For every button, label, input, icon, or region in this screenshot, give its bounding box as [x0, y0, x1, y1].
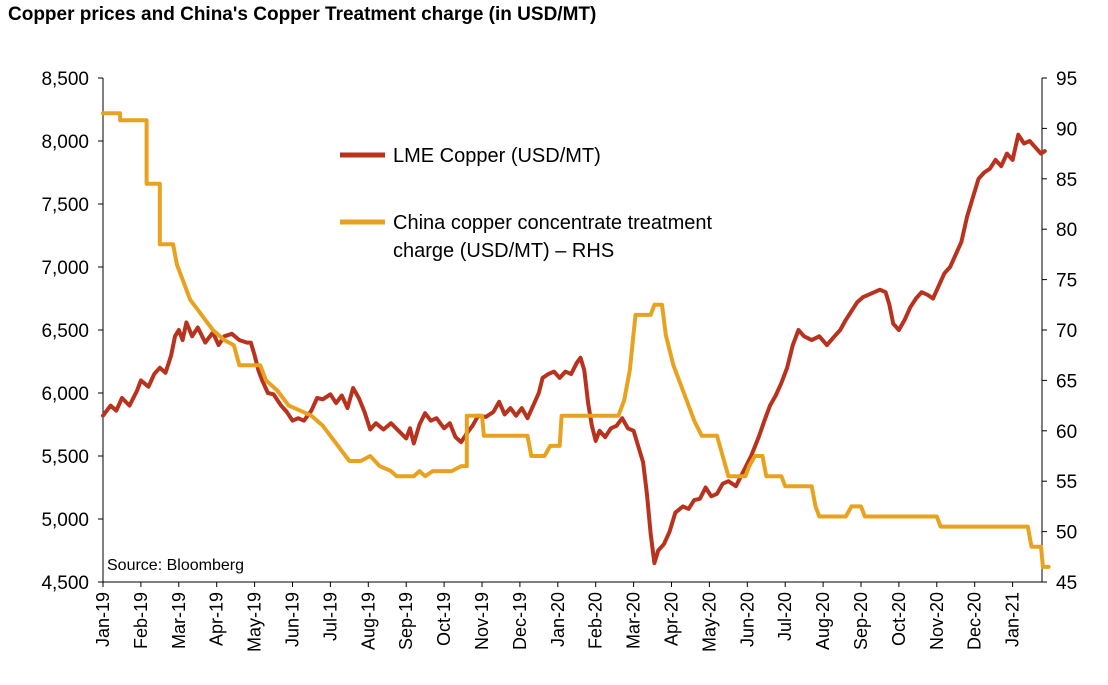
x-tick-label: Dec-20 [965, 592, 985, 650]
x-tick-label: Nov-19 [472, 592, 492, 650]
left-tick-label: 5,500 [41, 447, 89, 468]
x-tick-label: Apr-20 [662, 592, 682, 646]
x-tick-label: Dec-19 [510, 592, 530, 650]
x-tick-label: Sep-20 [851, 592, 871, 650]
legend-label-lme-copper: LME Copper (USD/MT) [393, 145, 601, 167]
right-tick-label: 95 [1056, 69, 1077, 90]
x-tick-label: Mar-20 [624, 592, 644, 649]
x-tick-label: Aug-19 [358, 592, 378, 650]
left-tick-label: 6,000 [41, 384, 89, 405]
x-tick-label: May-19 [245, 592, 265, 652]
legend: LME Copper (USD/MT) China copper concentr… [340, 145, 713, 262]
right-tick-label: 75 [1056, 271, 1077, 292]
legend-label-treatment-charge-line2: charge (USD/MT) – RHS [393, 240, 614, 262]
x-tick-label: Jun-20 [737, 592, 757, 647]
x-tick-label: Jul-20 [775, 592, 795, 641]
left-tick-label: 5,000 [41, 510, 89, 531]
right-tick-label: 65 [1056, 371, 1077, 392]
x-tick-label: Mar-19 [169, 592, 189, 649]
x-tick-label: Sep-19 [396, 592, 416, 650]
left-tick-label: 6,500 [41, 321, 89, 342]
left-y-axis: 4,500 5,000 5,500 6,000 6,500 7,000 7,500 8,000… [41, 69, 104, 594]
left-tick-label: 8,500 [41, 69, 89, 90]
x-tick-label: Jul-19 [320, 592, 340, 641]
x-tick-label: Jan-20 [548, 592, 568, 647]
chart-title: Copper prices and China's Copper Treatme… [8, 4, 597, 25]
right-tick-label: 60 [1056, 422, 1077, 443]
x-tick-label: May-20 [699, 592, 719, 652]
left-tick-label: 7,500 [41, 195, 89, 216]
x-tick-label: Oct-20 [889, 592, 909, 646]
right-tick-label: 45 [1056, 573, 1077, 594]
x-axis: Jan-19 Feb-19 Mar-19 Apr-19 May-19 Jun-19 Jul-… [93, 581, 1042, 652]
right-tick-label: 50 [1056, 523, 1077, 544]
series-layer [101, 111, 1051, 569]
legend-label-treatment-charge-line1: China copper concentrate treatment [393, 212, 713, 234]
right-tick-label: 55 [1056, 472, 1077, 493]
series-line-treatment-charge [101, 111, 1051, 569]
x-tick-label: Feb-19 [131, 592, 151, 649]
source-note: Source: Bloomberg [107, 557, 244, 574]
x-tick-label: Feb-20 [586, 592, 606, 649]
right-tick-label: 80 [1056, 220, 1077, 241]
right-y-axis: 45 50 55 60 65 70 75 80 85 90 95 [1041, 69, 1077, 594]
x-tick-label: Jan-19 [93, 592, 113, 647]
series-line-lme-copper [101, 132, 1047, 566]
right-tick-label: 85 [1056, 170, 1077, 191]
x-tick-label: Jan-21 [1003, 592, 1023, 647]
right-tick-label: 90 [1056, 119, 1077, 140]
x-tick-label: Nov-20 [927, 592, 947, 650]
x-tick-label: Oct-19 [434, 592, 454, 646]
x-tick-label: Jun-19 [283, 592, 303, 647]
x-tick-label: Aug-20 [813, 592, 833, 650]
right-tick-label: 70 [1056, 321, 1077, 342]
x-tick-label: Apr-19 [207, 592, 227, 646]
left-tick-label: 4,500 [41, 573, 89, 594]
left-tick-label: 8,000 [41, 132, 89, 153]
left-tick-label: 7,000 [41, 258, 89, 279]
